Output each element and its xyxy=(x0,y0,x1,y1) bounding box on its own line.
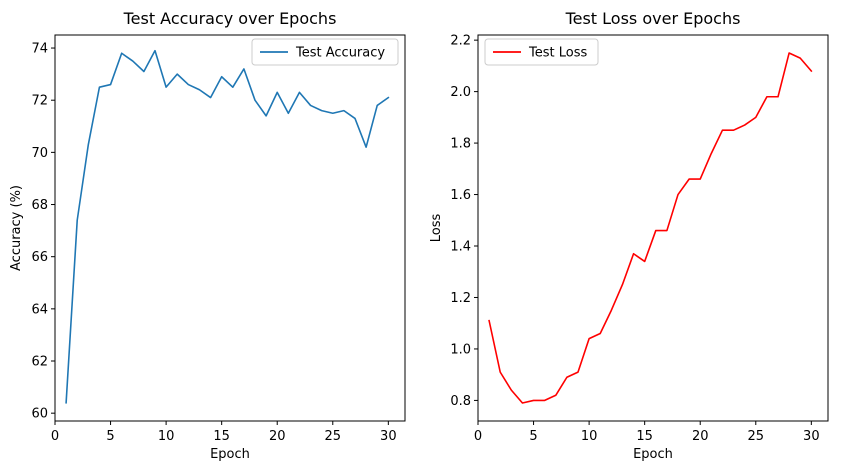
chart-1-ylabel: Accuracy (%) xyxy=(9,185,24,271)
chart-2-axes-frame xyxy=(477,34,829,422)
chart-2-ytick-label: 0.8 xyxy=(450,394,471,409)
chart-1-xtick-label: 0 xyxy=(51,429,59,444)
chart-1-ytick-label: 68 xyxy=(31,198,48,213)
chart-1-title: Test Accuracy over Epochs xyxy=(123,9,337,28)
chart-1-ytick-label: 70 xyxy=(31,146,48,161)
chart-2-ytick-label: 2.2 xyxy=(450,34,471,49)
chart-1-series-line xyxy=(65,49,390,404)
chart-1-group: 0 5 10 15 20 25 30 60 62 64 66 68 70 72 74 Test Accurac… xyxy=(9,9,406,462)
chart-1-legend-box xyxy=(251,38,399,66)
chart-1-ytick-label: 62 xyxy=(31,355,48,370)
chart-2-ytick-label: 1.4 xyxy=(450,240,471,255)
chart-2-xtick-label: 30 xyxy=(803,429,820,444)
chart-2-xtick-label: 5 xyxy=(529,429,537,444)
chart-2-title: Test Loss over Epochs xyxy=(565,9,741,28)
chart-1-xtick-label: 10 xyxy=(158,429,175,444)
chart-1-ytick-label: 60 xyxy=(31,407,48,422)
chart-1-xtick-label: 30 xyxy=(380,429,397,444)
chart-1-legend: Test Accuracy xyxy=(251,38,399,66)
chart-2-xtick-label: 0 xyxy=(474,429,482,444)
chart-2-ylabel: Loss xyxy=(429,214,444,243)
chart-2-xtick-label: 20 xyxy=(692,429,709,444)
chart-1-ytick-label: 72 xyxy=(31,94,48,109)
chart-1-ytick-label: 64 xyxy=(31,302,48,317)
chart-2-xlabel: Epoch xyxy=(633,447,673,462)
chart-2-series-line xyxy=(488,52,813,404)
chart-1-xlabel: Epoch xyxy=(210,447,250,462)
chart-2-xtick-label: 10 xyxy=(581,429,598,444)
chart-1-ytick-label: 74 xyxy=(31,42,48,57)
chart-1-legend-label: Test Accuracy xyxy=(295,46,385,61)
chart-2-ytick-label: 1.8 xyxy=(450,137,471,152)
chart-2-group: 0 5 10 15 20 25 30 0.8 1.0 1.2 1.4 1.6 1.8 2.0 2.2 Test… xyxy=(429,9,829,462)
chart-1-ytick-label: 66 xyxy=(31,250,48,265)
chart-2-ytick-label: 1.6 xyxy=(450,188,471,203)
chart-2-ytick-label: 1.0 xyxy=(450,342,471,357)
chart-2-ytick-label: 2.0 xyxy=(450,85,471,100)
chart-1-xtick-label: 5 xyxy=(106,429,114,444)
chart-1-xtick-label: 15 xyxy=(213,429,230,444)
chart-1-axes-frame xyxy=(54,34,406,422)
chart-2-legend-box xyxy=(484,38,599,66)
chart-2-legend-label: Test Loss xyxy=(528,46,587,61)
chart-2-xtick-label: 25 xyxy=(748,429,765,444)
chart-1-xtick-label: 25 xyxy=(325,429,342,444)
chart-2-ytick-label: 1.2 xyxy=(450,291,471,306)
chart-1-xtick-label: 20 xyxy=(269,429,286,444)
chart-2-legend: Test Loss xyxy=(484,38,599,66)
chart-2-xtick-label: 15 xyxy=(636,429,653,444)
